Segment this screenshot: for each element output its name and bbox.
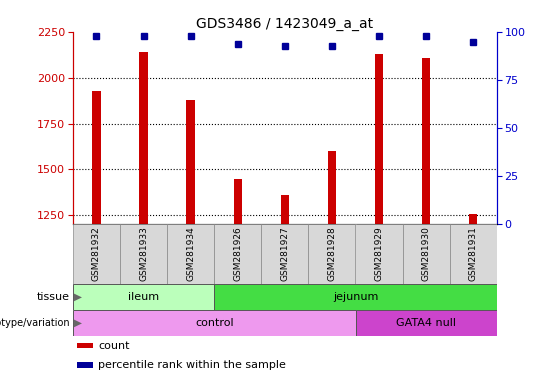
Bar — [355, 310, 497, 336]
Bar — [120, 224, 167, 284]
Bar — [328, 151, 336, 224]
Text: jejunum: jejunum — [333, 292, 378, 302]
Bar — [167, 224, 214, 284]
Bar — [73, 224, 120, 284]
Text: GSM281929: GSM281929 — [375, 226, 383, 281]
Bar — [186, 100, 195, 224]
Bar — [450, 224, 497, 284]
Bar — [308, 224, 355, 284]
Bar — [375, 54, 383, 224]
Text: ▶: ▶ — [74, 318, 82, 328]
Text: GSM281928: GSM281928 — [327, 226, 336, 281]
Text: GSM281933: GSM281933 — [139, 226, 148, 281]
Text: percentile rank within the sample: percentile rank within the sample — [98, 360, 286, 370]
Bar — [214, 224, 261, 284]
Bar — [355, 224, 403, 284]
Text: control: control — [195, 318, 233, 328]
Text: ileum: ileum — [128, 292, 159, 302]
Bar — [73, 284, 214, 310]
Text: GSM281927: GSM281927 — [280, 226, 289, 281]
Text: ▶: ▶ — [74, 292, 82, 302]
Text: tissue: tissue — [37, 292, 70, 302]
Text: count: count — [98, 341, 130, 351]
Bar — [233, 179, 242, 224]
Bar — [422, 58, 430, 224]
Title: GDS3486 / 1423049_a_at: GDS3486 / 1423049_a_at — [196, 17, 374, 31]
Bar — [77, 343, 93, 348]
Text: GATA4 null: GATA4 null — [396, 318, 456, 328]
Text: GSM281926: GSM281926 — [233, 226, 242, 281]
Bar — [214, 284, 497, 310]
Bar — [73, 310, 355, 336]
Text: GSM281930: GSM281930 — [422, 226, 430, 281]
Text: GSM281931: GSM281931 — [469, 226, 478, 281]
Bar — [92, 91, 100, 224]
Bar — [281, 195, 289, 224]
Text: GSM281932: GSM281932 — [92, 226, 101, 281]
Bar — [403, 224, 450, 284]
Bar — [139, 52, 148, 224]
Bar — [261, 224, 308, 284]
Text: GSM281934: GSM281934 — [186, 226, 195, 281]
Text: genotype/variation: genotype/variation — [0, 318, 70, 328]
Bar — [469, 214, 477, 224]
Bar — [77, 362, 93, 368]
